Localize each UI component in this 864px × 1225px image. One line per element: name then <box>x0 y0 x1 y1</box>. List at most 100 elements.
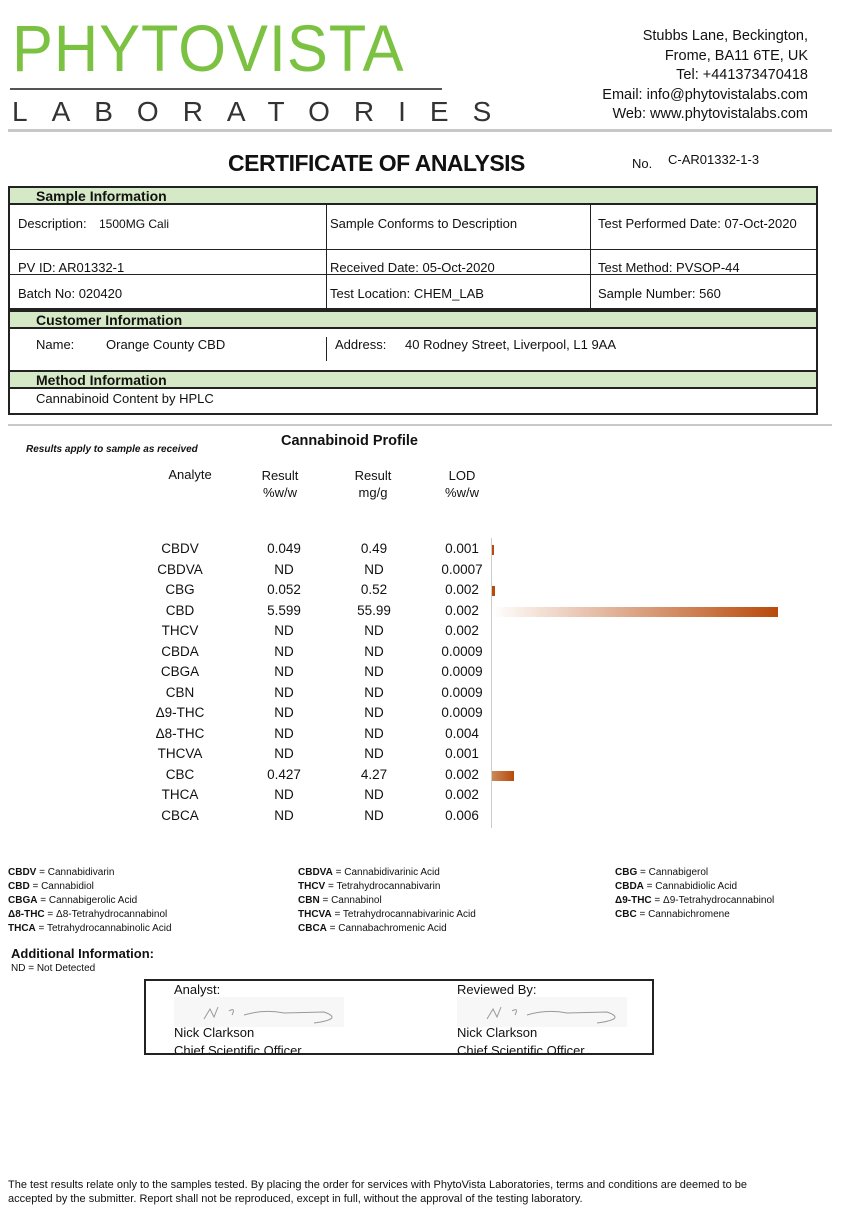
pv-id: PV ID: AR01332-1 <box>18 260 125 275</box>
cell-analyte: CBGA <box>160 664 200 679</box>
analyst-signature <box>174 997 344 1027</box>
cell-analyte: CBG <box>165 582 195 597</box>
glossary-full: = Cannabachromenic Acid <box>326 923 447 934</box>
divider <box>8 424 832 426</box>
glossary-entry: CBDA = Cannabidiolic Acid <box>615 880 737 894</box>
sample-number: Sample Number: 560 <box>598 286 721 301</box>
method-information: Method Information Cannabinoid Content b… <box>8 370 818 415</box>
glossary-entry: CBN = Cannabinol <box>298 894 382 908</box>
section-heading: Customer Information <box>10 310 816 329</box>
results-note: Results apply to sample as received <box>26 444 198 455</box>
cell-pct: ND <box>274 623 294 638</box>
glossary-abbr: CBDVA <box>298 867 333 878</box>
customer-name-label: Name: <box>36 337 75 352</box>
cell-pct: ND <box>274 807 294 823</box>
cell-mg: ND <box>364 561 384 577</box>
cell-lod: 0.002 <box>445 582 479 597</box>
cell-mg: ND <box>364 643 384 659</box>
cell-pct: ND <box>274 787 294 802</box>
glossary-entry: CBDVA = Cannabidivarinic Acid <box>298 866 440 880</box>
analyst-title: Chief Scientific Officer <box>174 1043 302 1055</box>
col-lod: LOD %w/w <box>445 468 479 500</box>
glossary-entry: Δ9-THC = Δ9-Tetrahydrocannabinol <box>615 894 774 908</box>
description-value: 1500MG Cali <box>99 217 170 231</box>
glossary-full: = Cannabichromene <box>636 909 730 920</box>
glossary-full: = Cannabidivarin <box>36 867 115 878</box>
customer-name: Orange County CBD <box>106 337 226 352</box>
header-divider <box>8 129 832 132</box>
glossary-entry: THCV = Tetrahydrocannabivarin <box>298 880 440 894</box>
cell-analyte: CBCA <box>161 807 199 823</box>
cell-lod: 0.001 <box>445 746 479 761</box>
cell-pct: ND <box>274 684 294 700</box>
test-method: Test Method: PVSOP-44 <box>598 260 740 275</box>
glossary-full: = Tetrahydrocannabivarin <box>325 881 441 892</box>
reviewer-signature <box>457 997 627 1027</box>
lab-address: Stubbs Lane, Beckington, Frome, BA11 6TE… <box>602 27 808 125</box>
additional-heading: Additional Information: <box>11 946 154 961</box>
glossary-entry: CBGA = Cannabigerolic Acid <box>8 894 137 908</box>
cell-pct: ND <box>274 643 294 659</box>
cell-analyte: CBD <box>165 602 195 618</box>
cell-mg: ND <box>364 684 384 700</box>
analyst-label: Analyst: <box>174 982 221 997</box>
glossary-abbr: CBD <box>8 881 30 892</box>
section-heading: Sample Information <box>10 188 816 205</box>
cell-analyte: CBDA <box>161 643 199 659</box>
cell-pct: 5.599 <box>267 602 301 618</box>
cell-pct: 0.427 <box>267 766 301 782</box>
cell-lod: 0.0009 <box>441 684 483 700</box>
glossary-abbr: CBDA <box>615 881 644 892</box>
cell-pct: ND <box>274 664 294 679</box>
glossary-full: = Δ8-Tetrahydrocannabinol <box>44 909 168 920</box>
page-title: CERTIFICATE OF ANALYSIS <box>228 150 525 176</box>
cell-lod: 0.002 <box>445 602 479 618</box>
reviewer-label: Reviewed By: <box>457 982 537 997</box>
glossary-entry: CBDV = Cannabidivarin <box>8 866 114 880</box>
cell-pct: ND <box>274 725 294 741</box>
glossary-abbr: THCVA <box>298 909 332 920</box>
certificate-no-label: No. <box>632 156 653 171</box>
cell-pct: 0.049 <box>267 541 301 556</box>
col-result-mg: Result mg/g <box>354 468 392 500</box>
glossary-abbr: THCA <box>8 923 36 934</box>
customer-address-label: Address: <box>335 337 387 352</box>
result-bar <box>492 770 514 781</box>
cell-lod: 0.0007 <box>441 561 483 577</box>
received-date: Received Date: 05-Oct-2020 <box>330 260 495 275</box>
glossary-full: = Δ9-Tetrahydrocannabinol <box>651 895 775 906</box>
glossary-entry: CBD = Cannabidiol <box>8 880 94 894</box>
batch-no: Batch No: 020420 <box>18 286 123 301</box>
col-result-pct: Result %w/w <box>261 468 299 500</box>
cell-lod: 0.002 <box>445 623 479 638</box>
glossary-full: = Cannabidiolic Acid <box>643 881 738 892</box>
cell-analyte: Δ9-THC <box>155 705 205 720</box>
certificate-number: C-AR01332-1-3 <box>668 152 760 167</box>
bar-axis <box>491 538 492 828</box>
cell-mg: 0.49 <box>360 541 388 556</box>
glossary-full: = Cannabidivarinic Acid <box>332 867 440 878</box>
glossary-entry: CBC = Cannabichromene <box>615 908 730 922</box>
reviewer-name: Nick Clarkson <box>457 1025 538 1040</box>
glossary-abbr: Δ9-THC <box>615 895 652 906</box>
test-location: Test Location: CHEM_LAB <box>330 286 484 301</box>
cell-pct: ND <box>274 746 294 761</box>
glossary-full: = Cannabigerolic Acid <box>37 895 138 906</box>
cell-pct: ND <box>274 705 294 720</box>
profile-title: Cannabinoid Profile <box>281 433 418 449</box>
glossary-abbr: CBGA <box>8 895 38 906</box>
glossary-abbr: CBG <box>615 867 638 878</box>
cell-mg: 4.27 <box>360 766 388 782</box>
glossary-full: = Tetrahydrocannabinolic Acid <box>35 923 172 934</box>
result-bar <box>492 606 778 617</box>
section-heading: Method Information <box>10 372 816 389</box>
address-line: Web: www.phytovistalabs.com <box>612 106 808 122</box>
additional-text: ND = Not Detected <box>11 963 96 974</box>
footer-disclaimer: The test results relate only to the samp… <box>8 1179 748 1205</box>
address-line: Frome, BA11 6TE, UK <box>664 47 808 64</box>
cell-mg: ND <box>364 705 384 720</box>
cell-mg: ND <box>364 807 384 823</box>
address-line: Stubbs Lane, Beckington, <box>642 28 808 44</box>
cell-analyte: CBC <box>165 766 195 782</box>
glossary-full: = Cannabinol <box>319 895 382 906</box>
